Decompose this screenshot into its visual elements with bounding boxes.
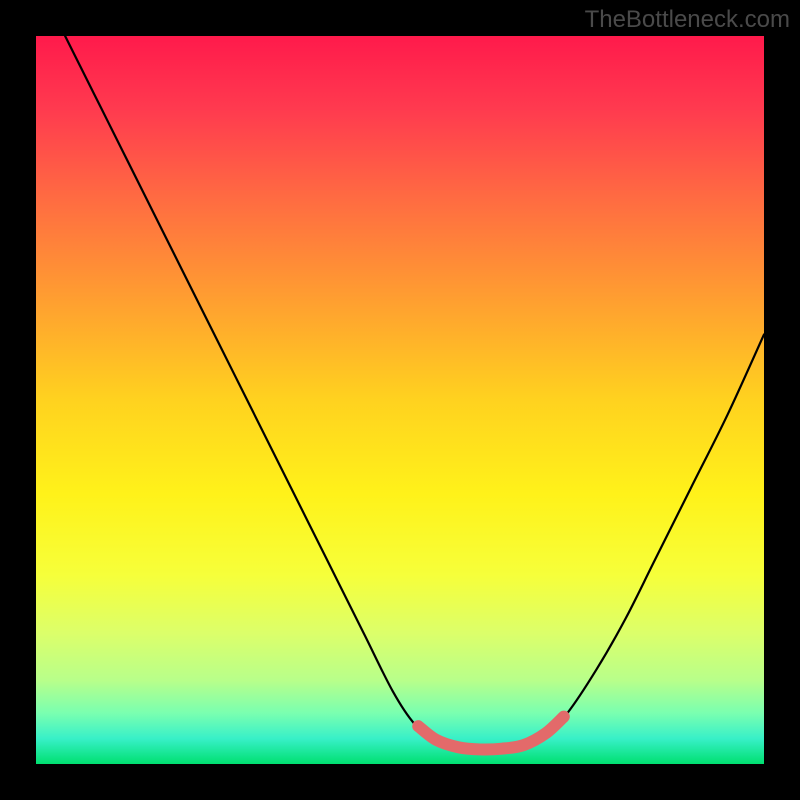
attribution-text: TheBottleneck.com <box>585 6 790 34</box>
curve-overlay <box>36 36 764 764</box>
chart-stage: TheBottleneck.com <box>0 0 800 800</box>
main-curve <box>65 36 764 750</box>
highlight-curve <box>418 717 564 750</box>
plot-area <box>36 36 764 764</box>
